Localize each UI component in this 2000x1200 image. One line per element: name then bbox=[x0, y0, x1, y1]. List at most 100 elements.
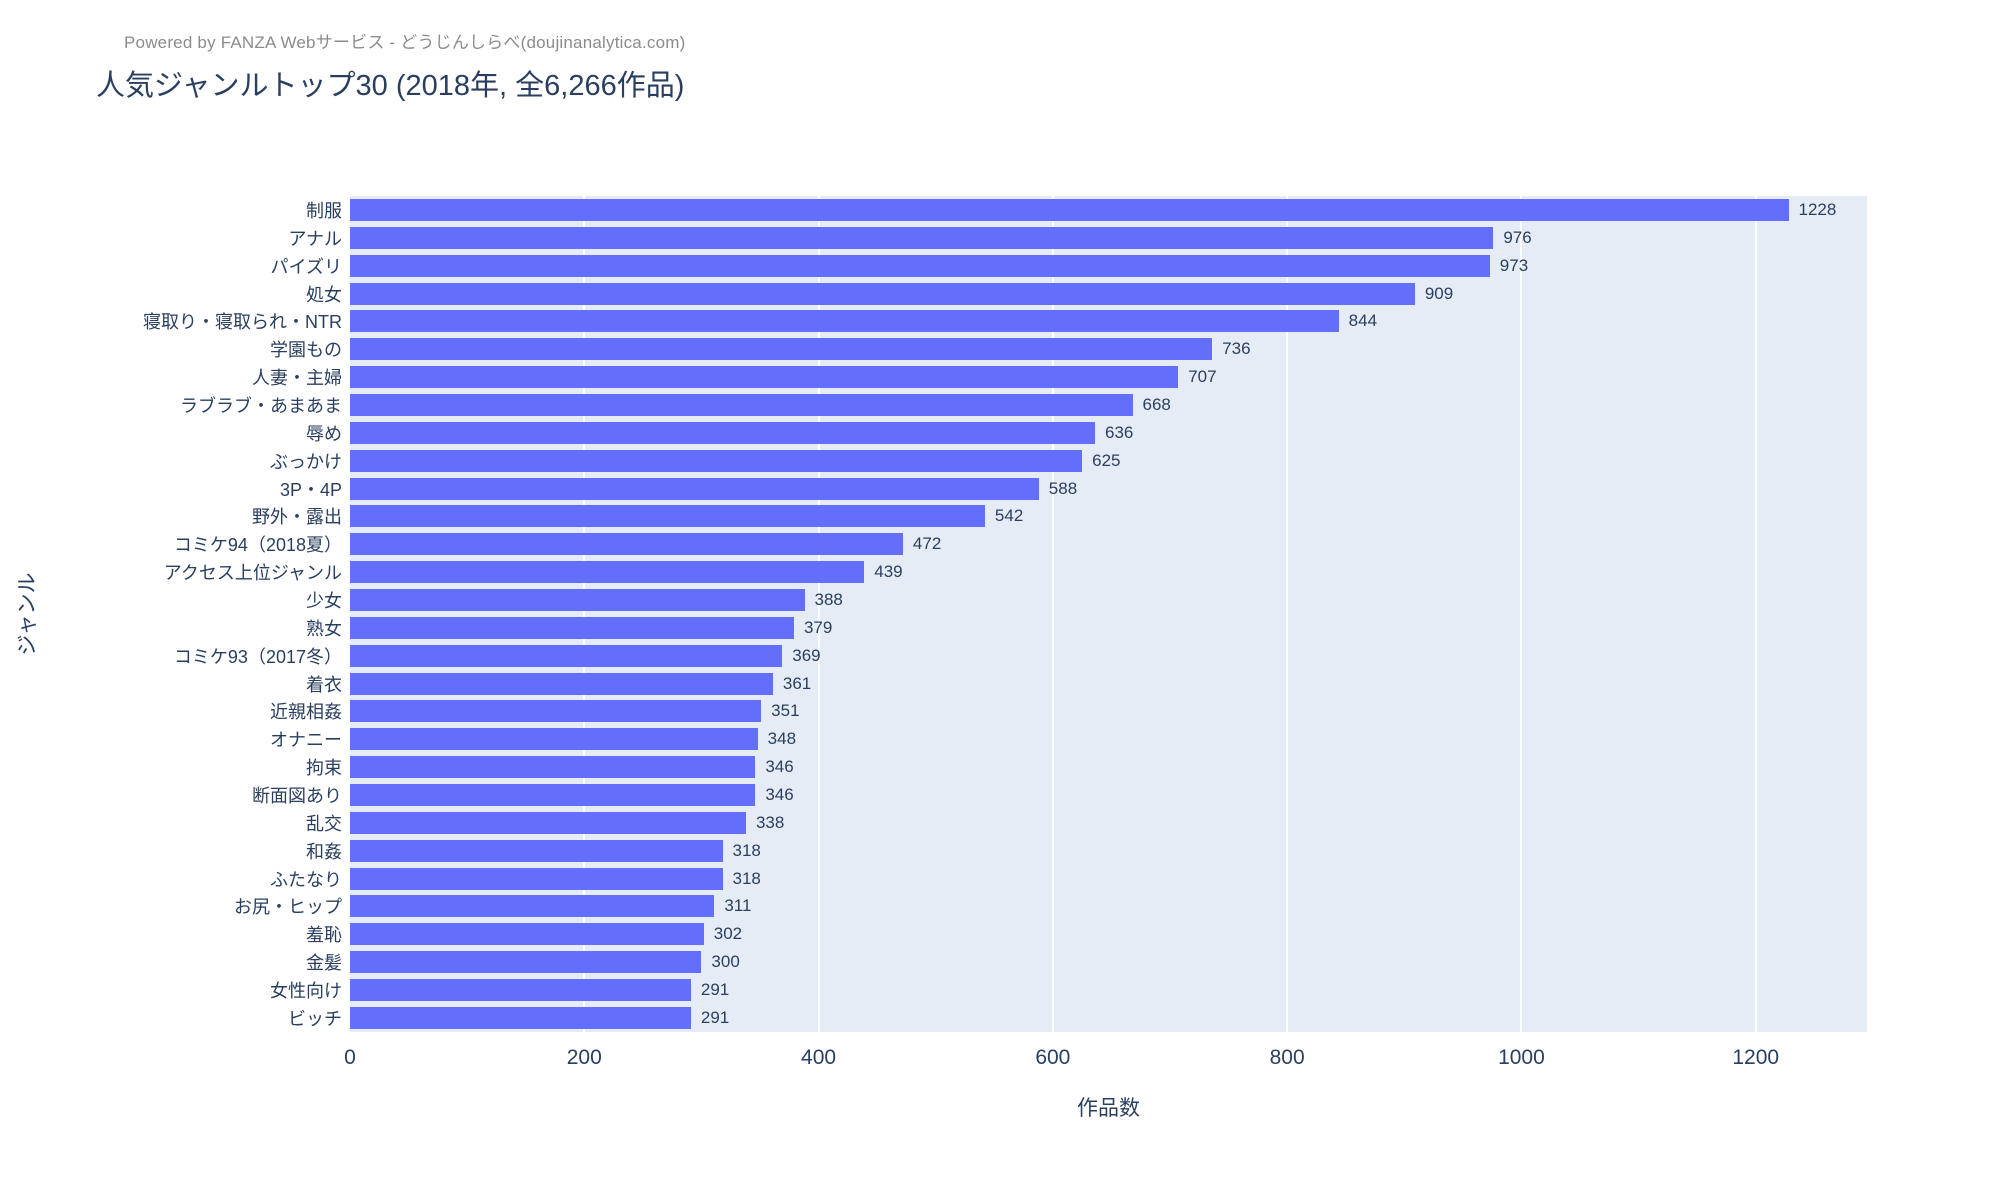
bar-value-label: 302 bbox=[713, 924, 743, 944]
bar bbox=[350, 198, 1789, 221]
bar-row: 973 bbox=[350, 252, 1867, 280]
bar-row: 291 bbox=[350, 1004, 1867, 1032]
bar-value-label: 361 bbox=[782, 673, 812, 693]
x-axis-title: 作品数 bbox=[1077, 1097, 1140, 1120]
bar bbox=[350, 728, 758, 751]
bar-value-label: 369 bbox=[792, 645, 821, 665]
bar-value-label: 844 bbox=[1348, 311, 1378, 331]
bar bbox=[350, 895, 715, 918]
y-tick-label: 学園もの bbox=[270, 340, 342, 361]
y-tick-label: 寝取り・寝取られ・NTR bbox=[143, 312, 342, 333]
bar-row: 291 bbox=[350, 976, 1867, 1004]
bar bbox=[350, 226, 1494, 249]
credit-text: Powered by FANZA Webサービス - どうじんしらべ(douji… bbox=[124, 33, 686, 52]
bar-value-label: 338 bbox=[755, 812, 785, 832]
x-tick-label: 1200 bbox=[1732, 1046, 1780, 1069]
y-tick-label: アナル bbox=[288, 228, 342, 249]
y-tick-label: 近親相姦 bbox=[270, 702, 342, 723]
y-tick-label: 熟女 bbox=[306, 618, 342, 639]
bar bbox=[350, 254, 1490, 277]
y-tick-label: コミケ94（2018夏） bbox=[173, 535, 342, 556]
bar-value-label: 707 bbox=[1188, 367, 1217, 387]
bars-layer: 1228 976 973 909 844 736 707 668 636 625 588 542 472… bbox=[350, 196, 1867, 1032]
gridline bbox=[1051, 196, 1054, 1032]
bar bbox=[350, 561, 865, 584]
y-tick-label: 和姦 bbox=[306, 841, 342, 862]
y-tick-label: アクセス上位ジャンル bbox=[163, 563, 342, 584]
bar bbox=[350, 951, 702, 974]
bar-row: 348 bbox=[350, 725, 1867, 753]
y-tick-label: 制服 bbox=[306, 200, 342, 221]
bar-value-label: 668 bbox=[1142, 394, 1171, 414]
y-tick-label: ラブラブ・あまあま bbox=[180, 395, 342, 416]
bar bbox=[350, 393, 1133, 416]
bar-row: 369 bbox=[350, 642, 1867, 670]
bar bbox=[350, 477, 1039, 500]
gridline bbox=[1520, 196, 1523, 1032]
bar-value-label: 588 bbox=[1048, 478, 1078, 498]
bar-row: 346 bbox=[350, 753, 1867, 781]
y-tick-label: 女性向け bbox=[270, 980, 342, 1001]
bar-row: 439 bbox=[350, 558, 1867, 586]
bar-row: 318 bbox=[350, 837, 1867, 865]
bar-value-label: 346 bbox=[765, 784, 794, 804]
x-tick-label: 1000 bbox=[1498, 1046, 1545, 1069]
bar-value-label: 636 bbox=[1105, 422, 1134, 442]
bar-row: 625 bbox=[350, 447, 1867, 475]
bar-row: 346 bbox=[350, 781, 1867, 809]
bar-value-label: 291 bbox=[700, 1007, 730, 1027]
bar-chart: 制服 アナル パイズリ 処女 寝取り・寝取られ・NTR 学園もの 人妻・主婦 ラブラブ・あまあ… bbox=[0, 196, 2000, 1200]
bar bbox=[350, 923, 704, 946]
bar-row: 311 bbox=[350, 892, 1867, 920]
chart-title: 人気ジャンルトップ30 (2018年, 全6,266作品) bbox=[96, 70, 685, 102]
bar bbox=[350, 783, 756, 806]
bar-value-label: 300 bbox=[711, 952, 740, 972]
bar-row: 318 bbox=[350, 865, 1867, 893]
y-tick-label: ビッチ bbox=[288, 1008, 342, 1029]
bar bbox=[350, 867, 723, 890]
bar-value-label: 318 bbox=[732, 868, 761, 888]
bar-row: 351 bbox=[350, 697, 1867, 725]
y-tick-label: 3P・4P bbox=[279, 479, 342, 500]
bar-value-label: 973 bbox=[1499, 255, 1529, 275]
bar bbox=[350, 282, 1415, 305]
bar-value-label: 379 bbox=[803, 617, 833, 637]
bar-value-label: 318 bbox=[732, 840, 761, 860]
y-tick-label: オナニー bbox=[270, 730, 342, 751]
x-tick-label: 800 bbox=[1269, 1046, 1305, 1069]
bar-row: 844 bbox=[350, 307, 1867, 335]
y-tick-label: コミケ93（2017冬） bbox=[173, 646, 342, 667]
bar-row: 388 bbox=[350, 586, 1867, 614]
bar-value-label: 311 bbox=[724, 896, 752, 916]
y-tick-label: 断面図あり bbox=[252, 785, 342, 806]
bar-value-label: 542 bbox=[994, 506, 1024, 526]
bar-row: 338 bbox=[350, 809, 1867, 837]
bar bbox=[350, 978, 691, 1001]
bar-value-label: 976 bbox=[1503, 227, 1532, 247]
bar-row: 909 bbox=[350, 280, 1867, 308]
x-tick-label: 600 bbox=[1035, 1046, 1071, 1069]
y-tick-label: 拘束 bbox=[306, 758, 342, 779]
y-tick-label: ふたなり bbox=[270, 869, 342, 890]
plot-area: 1228 976 973 909 844 736 707 668 636 625 588 542 472… bbox=[350, 196, 1867, 1032]
bar-value-label: 736 bbox=[1222, 339, 1251, 359]
bar-row: 361 bbox=[350, 670, 1867, 698]
bar-value-label: 291 bbox=[700, 979, 730, 999]
gridline bbox=[1286, 196, 1289, 1032]
bar-row: 588 bbox=[350, 475, 1867, 503]
bar-row: 300 bbox=[350, 948, 1867, 976]
bar bbox=[350, 310, 1339, 333]
bar bbox=[350, 644, 783, 667]
x-tick-label: 400 bbox=[801, 1046, 837, 1069]
bar-value-label: 909 bbox=[1424, 283, 1454, 303]
y-tick-label: 着衣 bbox=[306, 674, 342, 695]
bar-row: 736 bbox=[350, 335, 1867, 363]
y-tick-label: ぶっかけ bbox=[270, 451, 342, 472]
y-tick-label: 乱交 bbox=[306, 813, 342, 834]
bar bbox=[350, 588, 805, 611]
y-tick-label: 人妻・主婦 bbox=[252, 368, 342, 389]
bar-value-label: 1228 bbox=[1798, 199, 1837, 219]
bar bbox=[350, 338, 1213, 361]
bar-row: 636 bbox=[350, 419, 1867, 447]
bar bbox=[350, 811, 746, 834]
